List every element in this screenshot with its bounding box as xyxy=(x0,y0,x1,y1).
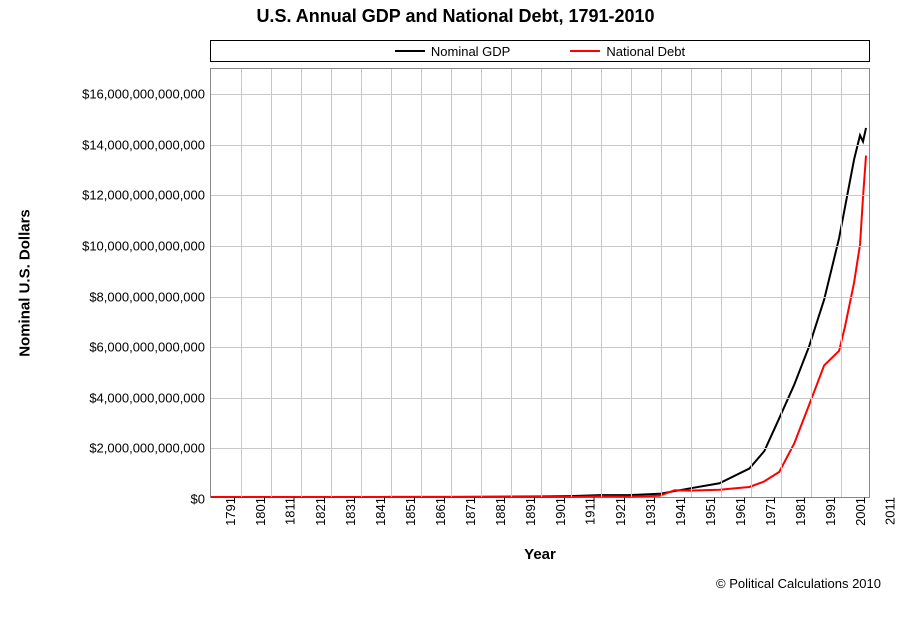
gridline-vertical xyxy=(841,69,842,497)
legend: Nominal GDP National Debt xyxy=(210,40,870,62)
y-tick-label: $16,000,000,000,000 xyxy=(82,87,211,102)
y-tick-label: $4,000,000,000,000 xyxy=(89,390,211,405)
plot-area: 1791180118111821183118411851186118711881… xyxy=(210,68,870,498)
legend-swatch xyxy=(570,50,600,52)
x-tick-label: 2011 xyxy=(878,497,897,525)
x-tick-label: 1791 xyxy=(219,497,238,526)
gridline-horizontal xyxy=(211,297,869,298)
gridline-vertical xyxy=(361,69,362,497)
x-tick-label: 1851 xyxy=(399,497,418,526)
x-tick-label: 1941 xyxy=(669,497,688,526)
legend-label: National Debt xyxy=(606,44,685,59)
gridline-horizontal xyxy=(211,347,869,348)
x-tick-label: 1971 xyxy=(759,497,778,526)
gridline-vertical xyxy=(571,69,572,497)
series-line xyxy=(211,128,866,497)
chart-container: U.S. Annual GDP and National Debt, 1791-… xyxy=(0,0,911,623)
gridline-vertical xyxy=(721,69,722,497)
x-tick-label: 1811 xyxy=(278,497,297,525)
gridline-vertical xyxy=(301,69,302,497)
gridline-horizontal xyxy=(211,94,869,95)
series-svg xyxy=(211,69,869,497)
gridline-horizontal xyxy=(211,145,869,146)
gridline-vertical xyxy=(421,69,422,497)
gridline-horizontal xyxy=(211,195,869,196)
x-tick-label: 1931 xyxy=(639,497,658,526)
gridline-vertical xyxy=(631,69,632,497)
gridline-vertical xyxy=(481,69,482,497)
x-tick-label: 1981 xyxy=(789,497,808,526)
x-tick-label: 1991 xyxy=(819,497,838,526)
x-tick-label: 1801 xyxy=(249,497,268,526)
chart-title: U.S. Annual GDP and National Debt, 1791-… xyxy=(0,6,911,27)
x-tick-label: 1831 xyxy=(339,497,358,526)
x-tick-label: 2001 xyxy=(849,497,868,526)
y-axis-title: Nominal U.S. Dollars xyxy=(16,209,33,357)
x-axis-title: Year xyxy=(210,546,870,563)
y-tick-label: $8,000,000,000,000 xyxy=(89,289,211,304)
gridline-vertical xyxy=(691,69,692,497)
gridline-vertical xyxy=(511,69,512,497)
legend-item: National Debt xyxy=(570,44,685,59)
x-tick-label: 1911 xyxy=(578,497,597,525)
credit-text: © Political Calculations 2010 xyxy=(716,576,881,591)
gridline-vertical xyxy=(781,69,782,497)
gridline-vertical xyxy=(541,69,542,497)
gridline-vertical xyxy=(451,69,452,497)
y-tick-label: $10,000,000,000,000 xyxy=(82,239,211,254)
y-tick-label: $12,000,000,000,000 xyxy=(82,188,211,203)
x-tick-label: 1921 xyxy=(609,497,628,526)
x-tick-label: 1961 xyxy=(729,497,748,526)
gridline-horizontal xyxy=(211,398,869,399)
x-tick-label: 1861 xyxy=(429,497,448,526)
gridline-vertical xyxy=(601,69,602,497)
x-tick-label: 1881 xyxy=(489,497,508,526)
gridline-vertical xyxy=(331,69,332,497)
gridline-vertical xyxy=(391,69,392,497)
y-tick-label: $2,000,000,000,000 xyxy=(89,441,211,456)
x-tick-label: 1891 xyxy=(519,497,538,526)
x-tick-label: 1821 xyxy=(309,497,328,526)
y-tick-label: $0 xyxy=(191,492,211,507)
gridline-vertical xyxy=(241,69,242,497)
x-tick-label: 1841 xyxy=(369,497,388,526)
gridline-horizontal xyxy=(211,448,869,449)
y-tick-label: $6,000,000,000,000 xyxy=(89,340,211,355)
gridline-vertical xyxy=(271,69,272,497)
legend-item: Nominal GDP xyxy=(395,44,510,59)
x-tick-label: 1871 xyxy=(459,497,478,526)
y-tick-label: $14,000,000,000,000 xyxy=(82,137,211,152)
legend-swatch xyxy=(395,50,425,52)
gridline-vertical xyxy=(811,69,812,497)
legend-label: Nominal GDP xyxy=(431,44,510,59)
gridline-vertical xyxy=(751,69,752,497)
x-tick-label: 1951 xyxy=(699,497,718,526)
x-tick-label: 1901 xyxy=(549,497,568,526)
gridline-vertical xyxy=(661,69,662,497)
gridline-horizontal xyxy=(211,246,869,247)
